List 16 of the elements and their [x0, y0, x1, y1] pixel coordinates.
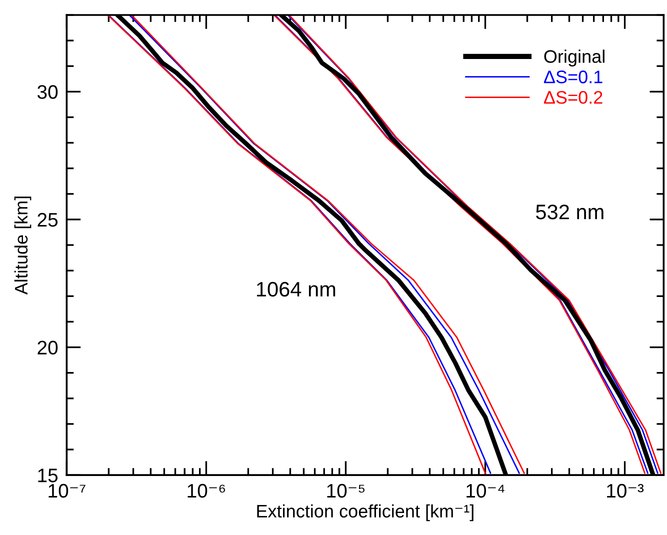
legend-label: ΔS=0.1 — [544, 70, 602, 84]
x-tick-label: 10⁻³ — [607, 484, 644, 498]
x-tick-label: 10⁻⁴ — [466, 484, 504, 498]
y-axis-title: Altitude [km] — [14, 196, 32, 295]
y-tick-label: 30 — [37, 85, 58, 99]
legend-label: Original — [544, 50, 604, 66]
x-axis-title: Extinction coefficient [km⁻¹] — [257, 504, 474, 522]
x-tick-label: 10⁻⁵ — [327, 484, 365, 498]
x-tick-label: 10⁻⁷ — [48, 484, 86, 498]
legend-label: ΔS=0.2 — [544, 90, 602, 104]
annotation: 532 nm — [536, 204, 604, 220]
x-tick-label: 10⁻⁶ — [188, 484, 226, 498]
y-tick-label: 20 — [38, 340, 58, 355]
annotation: 1064 nm — [256, 282, 336, 297]
y-tick-label: 15 — [38, 468, 58, 482]
y-tick-label: 25 — [38, 212, 58, 227]
